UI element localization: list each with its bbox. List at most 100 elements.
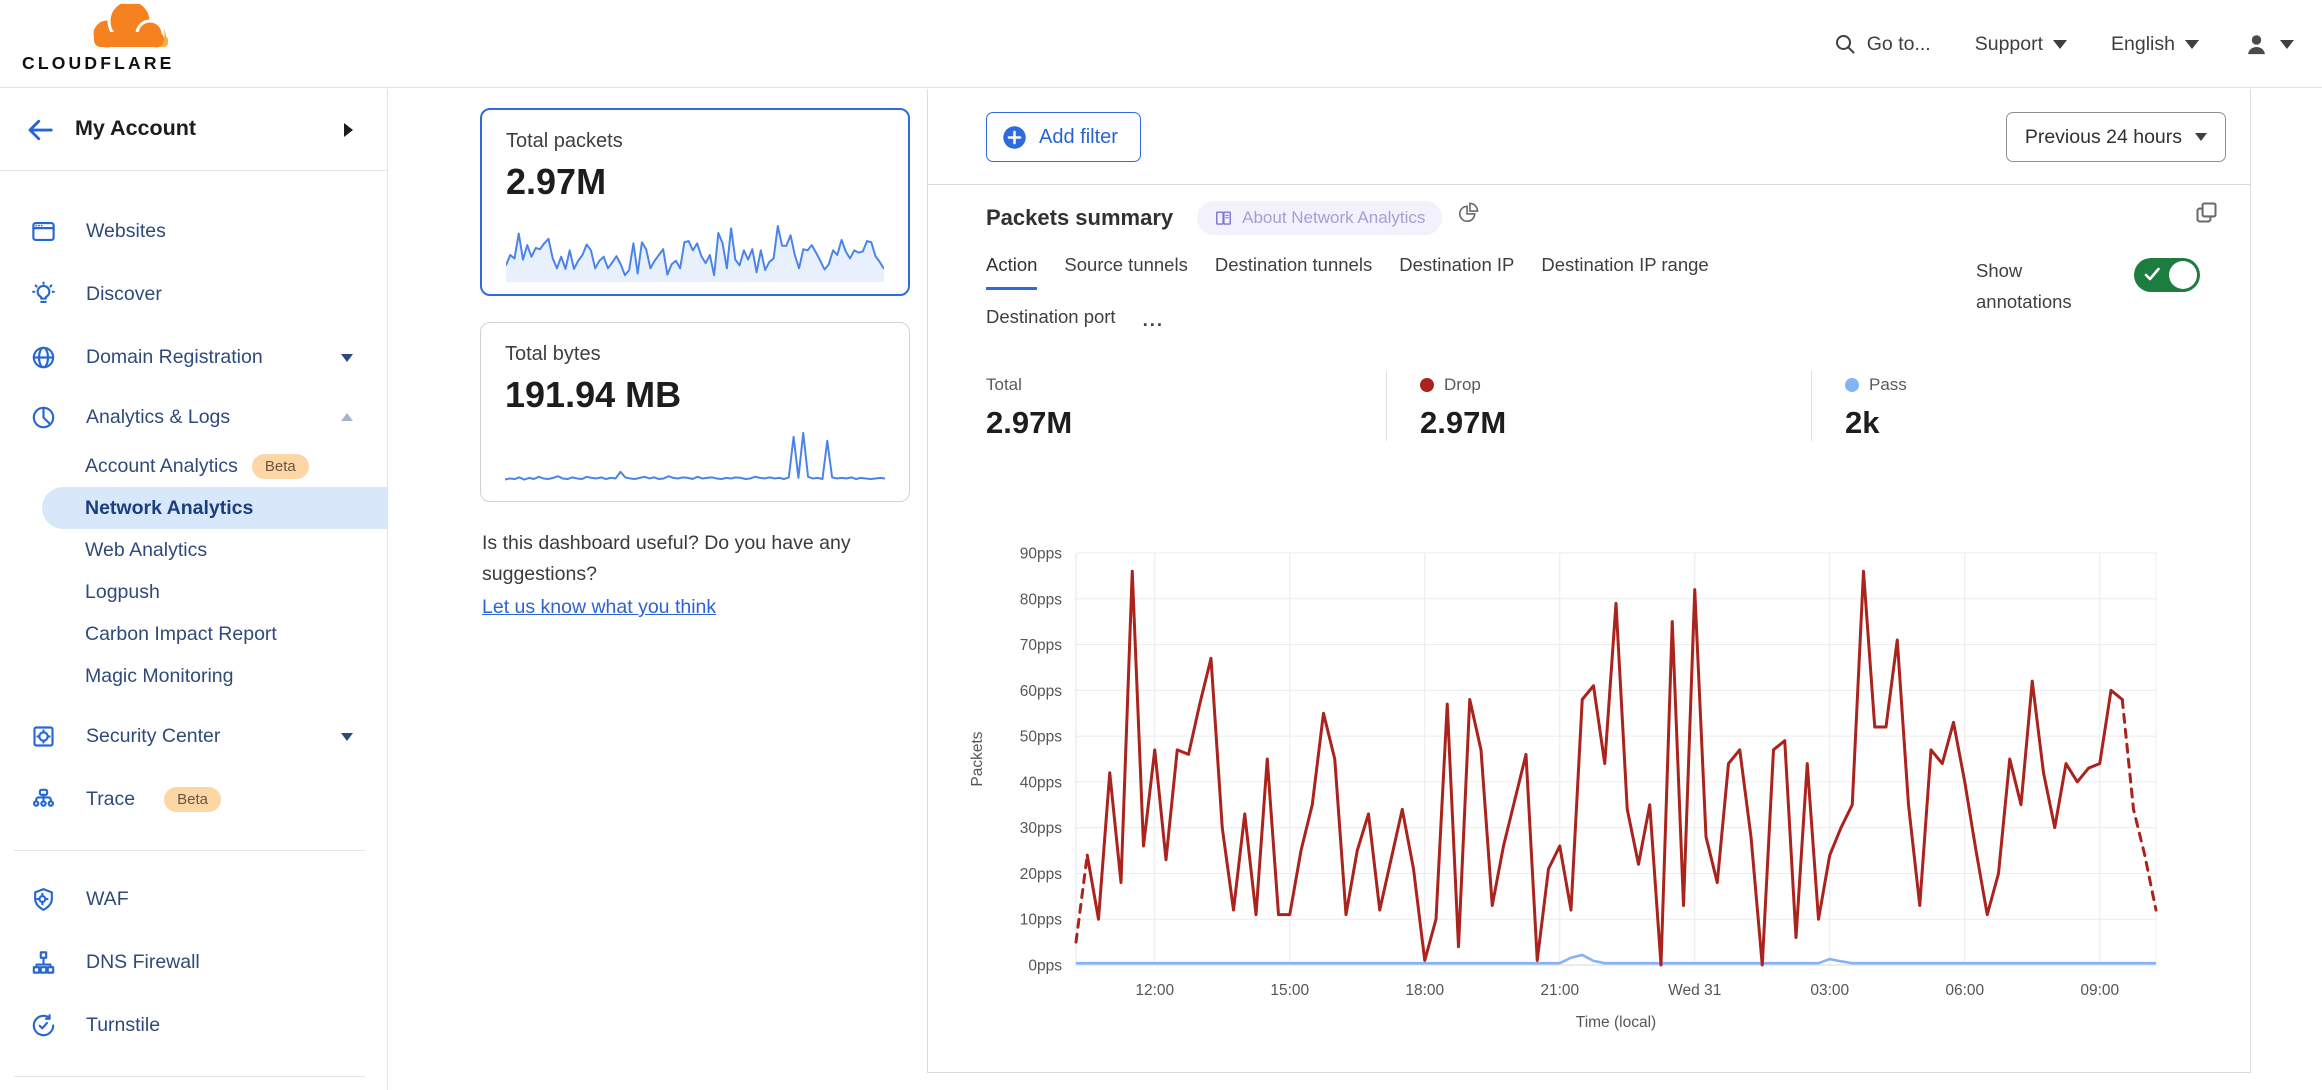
tab-action[interactable]: Action [986, 254, 1038, 290]
sidebar: My Account Websites Discover Domain Regist… [0, 89, 388, 1090]
language-menu[interactable]: English [2111, 33, 2199, 56]
support-menu[interactable]: Support [1975, 33, 2068, 56]
dimension-tabs-row2: Destination port... [986, 306, 1164, 345]
stat-pass: Pass 2k [1811, 371, 2180, 441]
sidebar-item-label: Turnstile [86, 1014, 161, 1036]
account-title: My Account [75, 116, 197, 140]
panel-title: Packets summary [986, 205, 1174, 230]
pie-icon [30, 404, 57, 431]
sidebar-item-dns-firewall[interactable]: DNS Firewall [0, 931, 387, 994]
card-value: 191.94 MB [505, 374, 682, 415]
total-packets-card[interactable]: Total packets 2.97M [480, 108, 910, 296]
packets-summary-panel: Packets summary About Network Analytics [928, 185, 2250, 1071]
account-menu[interactable] [2243, 31, 2294, 58]
toggle-knob [2169, 261, 2197, 289]
svg-text:10pps: 10pps [1020, 912, 1062, 929]
chip-label: About Network Analytics [1242, 208, 1426, 227]
svg-text:15:00: 15:00 [1270, 982, 1309, 999]
chevron-right-icon[interactable] [344, 123, 353, 137]
time-range-dropdown[interactable]: Previous 24 hours [2005, 112, 2226, 162]
sidebar-item-label: WAF [86, 888, 129, 910]
tree-icon [30, 786, 57, 813]
svg-text:Wed 31: Wed 31 [1668, 982, 1721, 999]
sidebar-item-trace[interactable]: Trace Beta [0, 768, 387, 831]
stat-total: Total 2.97M [986, 371, 1386, 441]
top-navigation: Go to... Support English [1833, 0, 2294, 88]
sidebar-item-waf[interactable]: WAF [0, 868, 387, 931]
add-filter-button[interactable]: Add filter [986, 112, 1141, 162]
cloudflare-cloud-icon [90, 0, 168, 51]
sidebar-item-security-center[interactable]: Security Center [0, 705, 387, 768]
pie-chart-icon[interactable] [1457, 201, 1480, 229]
svg-text:30pps: 30pps [1020, 820, 1062, 837]
tab-destination-ip-range[interactable]: Destination IP range [1541, 254, 1709, 275]
back-arrow-icon[interactable] [25, 115, 55, 150]
language-label: English [2111, 32, 2175, 55]
globe-icon [30, 344, 57, 371]
sidebar-item-analytics-logs[interactable]: Analytics & Logs [0, 389, 387, 445]
tab-destination-tunnels[interactable]: Destination tunnels [1214, 254, 1373, 275]
show-annotations-toggle[interactable] [2134, 258, 2200, 292]
browser-icon [30, 218, 57, 245]
shield-icon [30, 886, 57, 913]
svg-text:90pps: 90pps [1020, 546, 1062, 563]
sidebar-item-label: Account Analytics [85, 454, 238, 477]
expand-panel-icon[interactable] [2193, 199, 2220, 231]
sidebar-item-label: Domain Registration [86, 346, 263, 368]
show-annotations-label: Show annotations [1976, 260, 2072, 312]
time-range-label: Previous 24 hours [2024, 125, 2182, 148]
tab-destination-ip[interactable]: Destination IP [1399, 254, 1515, 275]
sidebar-item-label: Magic Monitoring [85, 664, 234, 687]
check-icon [2144, 267, 2160, 281]
sidebar-item-label: Logpush [85, 580, 160, 603]
sidebar-item-label: Websites [86, 220, 166, 242]
tabs-overflow-button[interactable]: ... [1142, 309, 1164, 330]
sidebar-item-logpush[interactable]: Logpush [0, 571, 387, 613]
summary-header: Packets summary About Network Analytics [986, 201, 1480, 235]
chevron-down-icon [2053, 39, 2068, 49]
cloudflare-logo-text: CLOUDFLARE [22, 53, 175, 73]
filter-bar: Add filter Previous 24 hours [928, 89, 2250, 185]
tab-destination-port[interactable]: Destination port [986, 306, 1116, 327]
svg-text:06:00: 06:00 [1945, 982, 1984, 999]
plus-circle-icon [1003, 125, 1026, 149]
stat-drop: Drop 2.97M [1386, 371, 1811, 441]
svg-text:60pps: 60pps [1020, 683, 1062, 700]
sidebar-divider [14, 1076, 365, 1077]
feedback-link[interactable]: Let us know what you think [482, 596, 717, 618]
book-icon [1216, 210, 1232, 225]
top-bar: CLOUDFLARE Go to... Support English [0, 0, 2322, 88]
total-packets-sparkline [505, 220, 885, 282]
sidebar-item-label: Network Analytics [85, 496, 254, 519]
dimension-tabs-row1: Action Source tunnels Destination tunnels D… [986, 254, 1709, 290]
feedback-block: Is this dashboard useful? Do you have an… [482, 528, 912, 623]
sidebar-item-domain-registration[interactable]: Domain Registration [0, 326, 387, 389]
sidebar-item-discover[interactable]: Discover [0, 263, 387, 326]
chevron-down-icon [341, 732, 353, 741]
chevron-down-icon [2280, 39, 2294, 49]
sidebar-item-label: DNS Firewall [86, 951, 200, 973]
goto-search[interactable]: Go to... [1833, 32, 1931, 56]
sidebar-item-magic-monitoring[interactable]: Magic Monitoring [0, 655, 387, 697]
sidebar-item-websites[interactable]: Websites [0, 200, 387, 263]
svg-text:0pps: 0pps [1028, 958, 1062, 975]
stat-label-row: Total [986, 375, 1386, 395]
user-icon [2248, 34, 2265, 54]
total-bytes-card[interactable]: Total bytes 191.94 MB [480, 322, 910, 502]
tab-source-tunnels[interactable]: Source tunnels [1064, 254, 1188, 275]
packets-timeseries-chart[interactable]: 0pps 10pps 20pps 30pps 40pps 50pps 60pps 70pps 8… [946, 531, 2256, 1031]
lightbulb-icon [30, 281, 57, 308]
sidebar-item-network-analytics[interactable]: Network Analytics [42, 487, 387, 529]
sidebar-item-carbon-impact-report[interactable]: Carbon Impact Report [0, 613, 387, 655]
svg-text:09:00: 09:00 [2080, 982, 2119, 999]
sidebar-item-label: Discover [86, 283, 162, 305]
sidebar-item-turnstile[interactable]: Turnstile [0, 994, 387, 1057]
about-network-analytics-chip[interactable]: About Network Analytics [1197, 201, 1443, 235]
beta-badge: Beta [164, 787, 221, 812]
card-title: Total packets [506, 130, 623, 152]
cloudflare-logo[interactable]: CLOUDFLARE [22, 0, 202, 74]
sidebar-item-web-analytics[interactable]: Web Analytics [0, 529, 387, 571]
sidebar-item-label: Carbon Impact Report [85, 622, 277, 645]
stat-value: 2.97M [986, 405, 1073, 440]
sidebar-item-account-analytics[interactable]: Account Analytics Beta [0, 445, 387, 487]
